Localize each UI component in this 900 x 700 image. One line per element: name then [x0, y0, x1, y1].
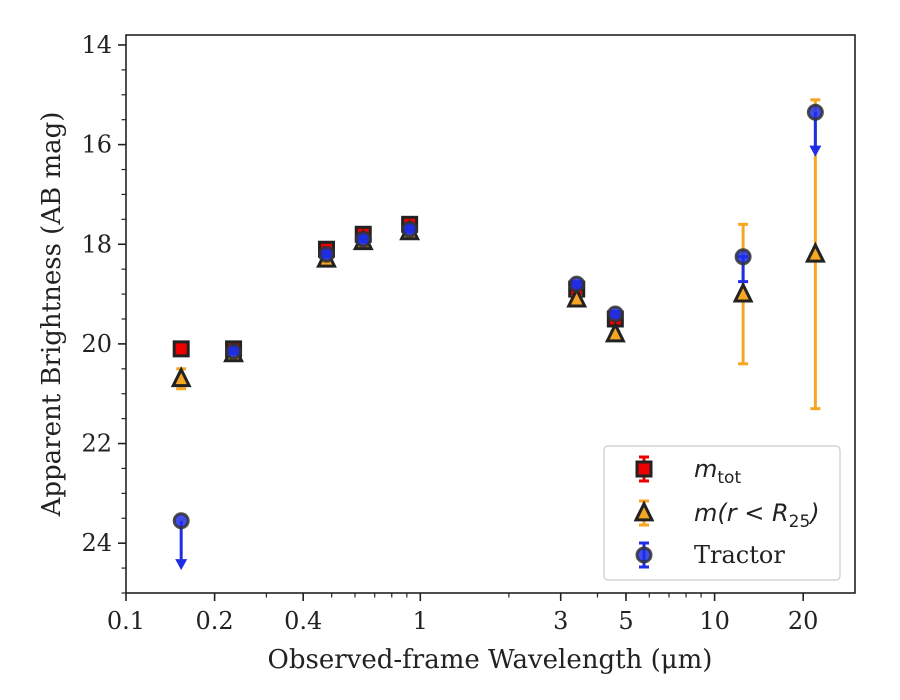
x-tick-label: 1 [413, 607, 428, 635]
legend-item: mtot [635, 455, 741, 488]
x-axis-label: Observed-frame Wavelength (μm) [268, 645, 713, 675]
data-point [317, 245, 335, 263]
legend-label: m(r < R25) [694, 499, 820, 532]
data-point [401, 220, 419, 238]
x-tick-label: 0.2 [196, 607, 234, 635]
data-point [354, 230, 372, 248]
y-tick-label: 18 [81, 230, 112, 258]
y-tick-label: 24 [81, 529, 112, 557]
legend-marker [633, 500, 655, 522]
x-tick-label: 0.1 [107, 607, 145, 635]
legend-box [603, 445, 841, 581]
y-tick-label: 20 [81, 330, 112, 358]
data-points [170, 98, 826, 571]
series-circle [172, 103, 824, 571]
data-point [172, 512, 190, 530]
x-tick-label: 20 [788, 607, 819, 635]
y-tick-label: 14 [81, 31, 112, 59]
legend: mtot m(r < R25) Tractor [603, 445, 841, 581]
x-tick-label: 5 [618, 607, 633, 635]
series-square [172, 215, 624, 358]
data-point [568, 275, 586, 293]
legend-item: Tractor [635, 541, 785, 569]
data-point [734, 248, 752, 266]
upper-limit-arrowhead [809, 145, 822, 157]
legend-marker [635, 460, 653, 478]
data-point [806, 103, 824, 121]
data-point [804, 241, 826, 263]
legend-label: mtot [694, 455, 741, 488]
data-point [225, 342, 243, 360]
plot-frame [125, 34, 856, 594]
x-tick-label: 10 [699, 607, 730, 635]
data-point [732, 281, 754, 303]
legend-item: m(r < R25) [633, 499, 820, 532]
y-axis: 14 16 18 20 22 24 [81, 31, 126, 594]
legend-marker [635, 546, 653, 564]
y-tick-label: 22 [81, 430, 112, 458]
data-point [566, 286, 588, 308]
x-tick-label: 0.4 [284, 607, 322, 635]
series-triangle [170, 98, 826, 411]
legend-label: Tractor [694, 541, 785, 569]
y-tick-label: 16 [81, 131, 112, 159]
x-axis: 0.1 0.2 0.4 1 3 5 10 20 [107, 593, 819, 635]
data-point [172, 340, 190, 358]
x-tick-label: 3 [553, 607, 568, 635]
upper-limit-arrowhead [175, 559, 188, 571]
data-point [604, 321, 626, 343]
data-point [170, 366, 192, 388]
data-point [606, 305, 624, 323]
y-axis-label: Apparent Brightness (AB mag) [37, 112, 67, 518]
